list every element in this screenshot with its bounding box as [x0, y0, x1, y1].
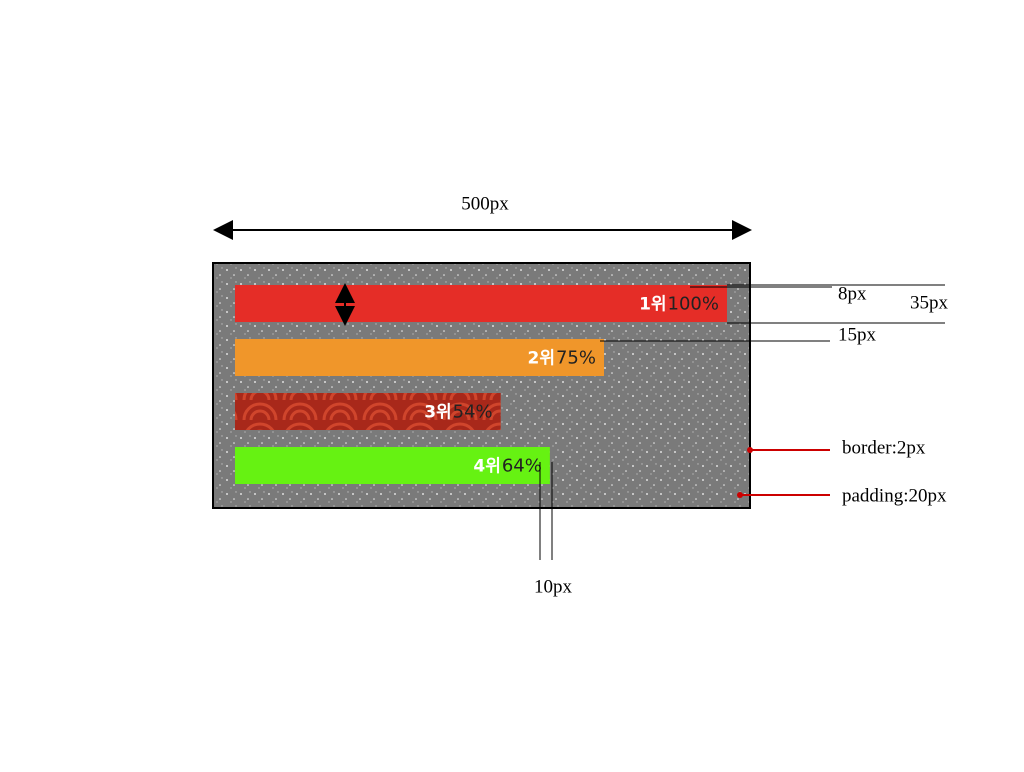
rank-label: 4위 — [473, 457, 500, 477]
text-gap-label: 10px — [534, 576, 573, 597]
border-label: border:2px — [842, 437, 926, 458]
pointer-dot — [737, 492, 743, 498]
bar — [235, 339, 604, 376]
rank-label: 3위 — [424, 403, 451, 423]
bar-list: 100%1위 75%2위 54%3위 64%4위 — [235, 285, 727, 484]
height-label: 35px — [910, 292, 949, 313]
bar — [235, 447, 550, 484]
bar — [235, 393, 501, 430]
gap-label: 8px — [838, 283, 867, 304]
percent-label: 75% — [556, 348, 596, 369]
percent-label: 64% — [502, 456, 542, 477]
offset-label: 15px — [838, 324, 877, 345]
pointer-dot — [747, 447, 753, 453]
width-label: 500px — [461, 193, 509, 214]
bar — [235, 285, 727, 322]
rank-label: 1위 — [639, 295, 666, 315]
percent-label: 54% — [453, 402, 493, 423]
percent-label: 100% — [668, 294, 719, 315]
rank-label: 2위 — [528, 349, 555, 369]
padding-label: padding:20px — [842, 485, 947, 506]
